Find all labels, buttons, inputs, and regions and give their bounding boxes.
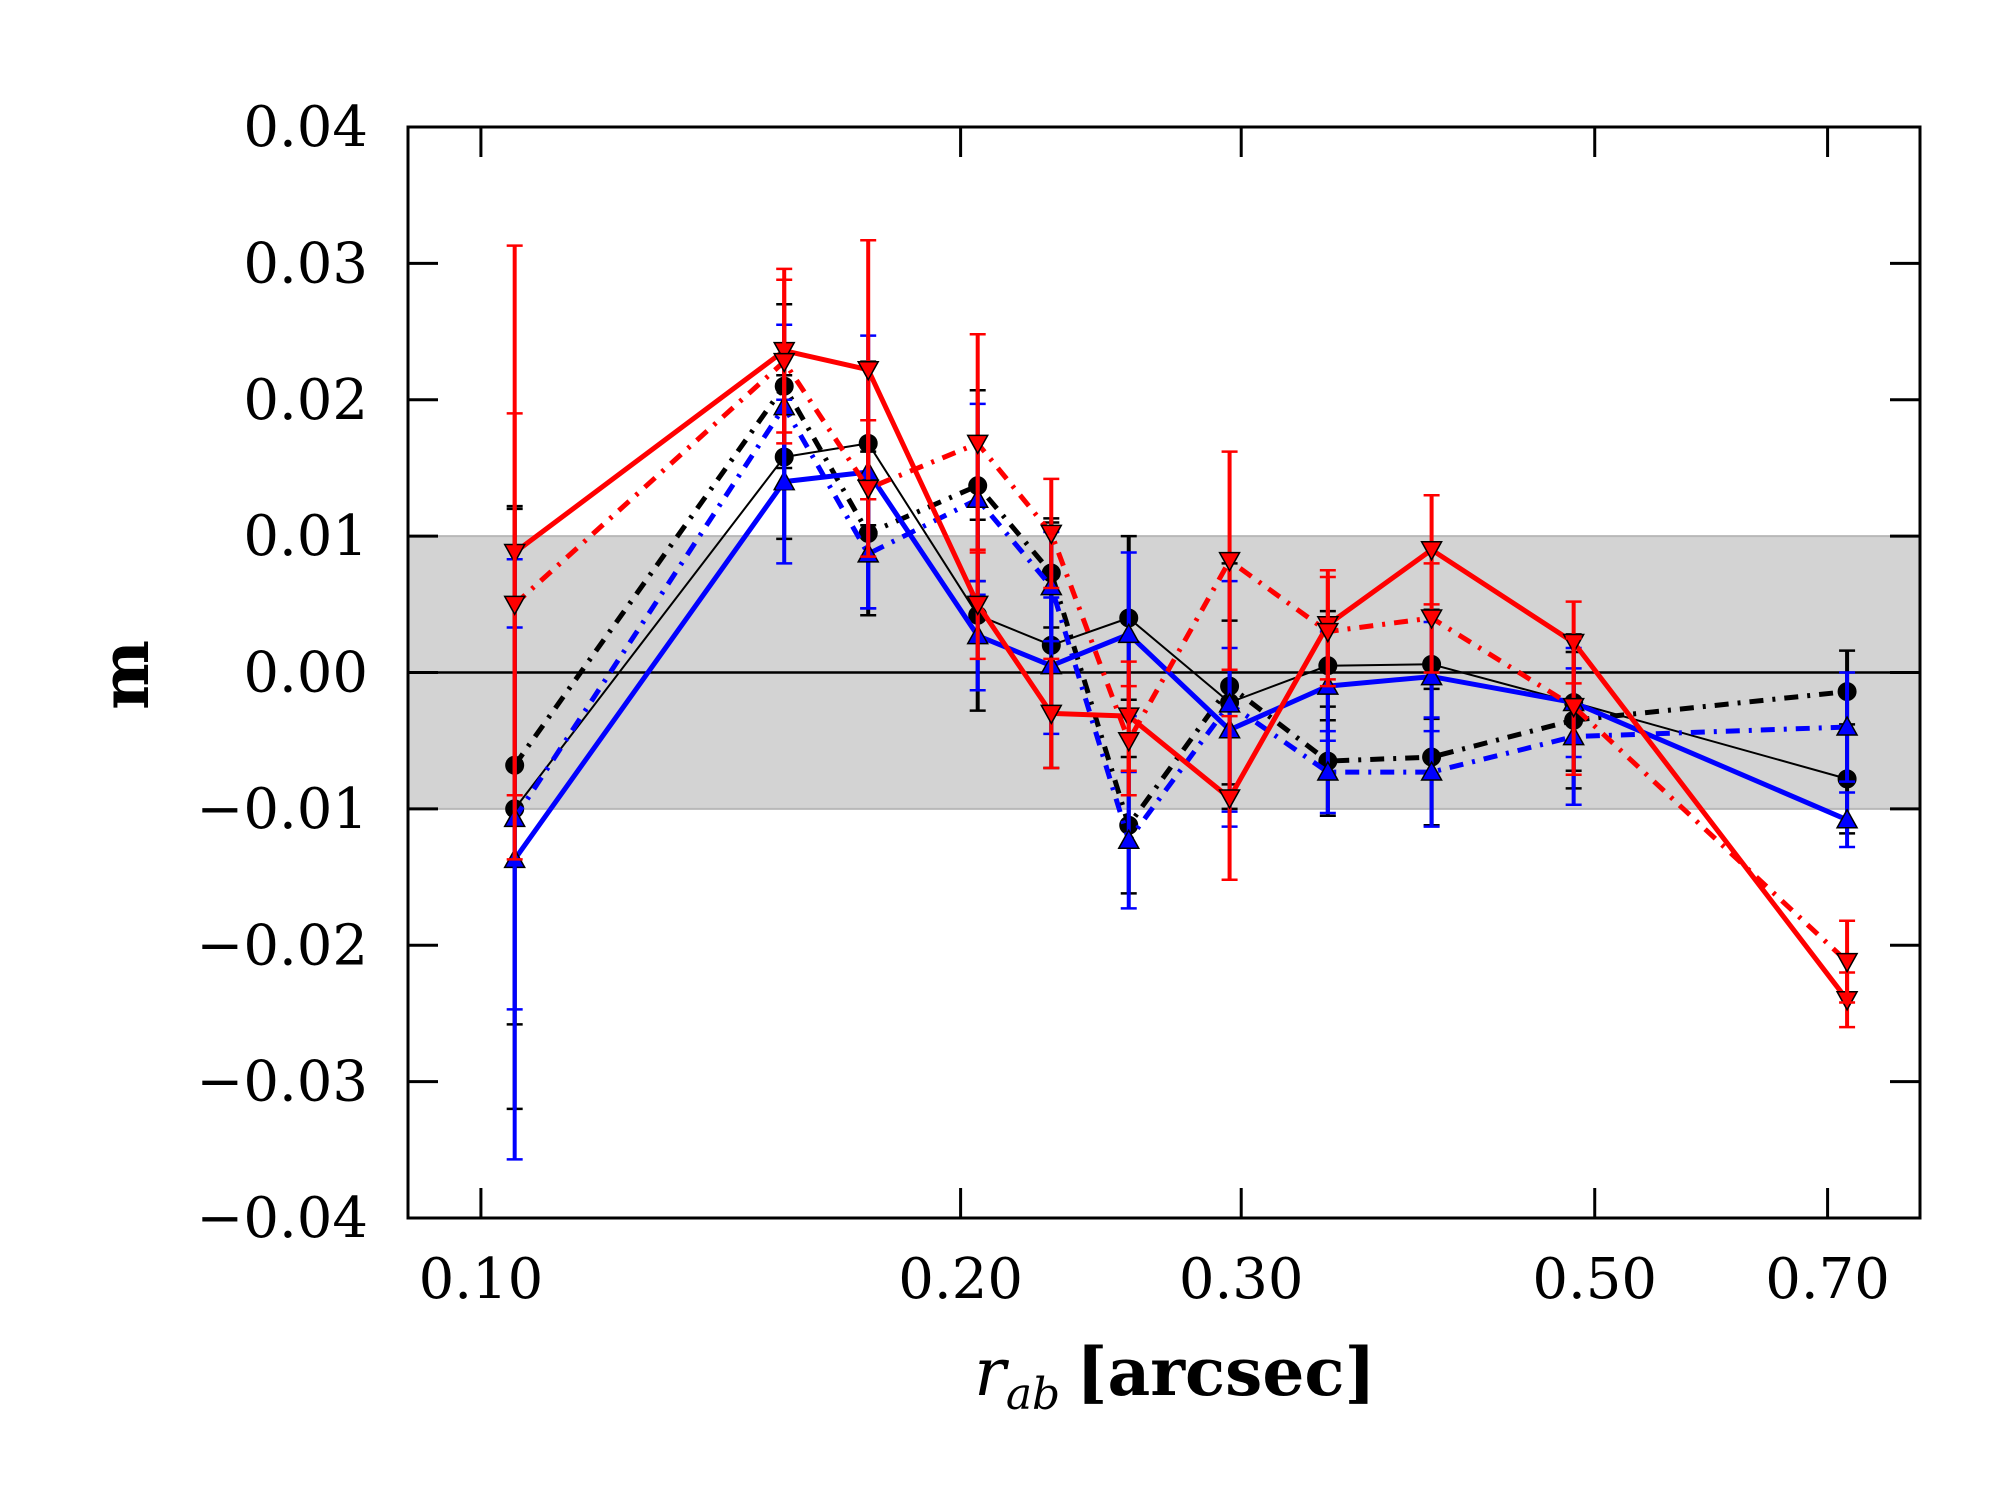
data-point [503,595,526,616]
y-tick-label: 0.00 [243,641,368,706]
y-tick-label: −0.04 [196,1186,368,1251]
data-point [1420,665,1443,686]
y-axis-label: m [86,640,164,710]
y-tick-label: 0.04 [243,95,368,160]
data-point [1316,622,1340,644]
y-tick-label: −0.02 [196,913,368,978]
x-axis-label-unit: [arcsec] [1076,1333,1376,1411]
data-point [856,360,880,382]
data-point [1040,704,1063,725]
data-point [856,479,880,500]
band-layer [407,535,1921,810]
x-tick-label: 0.30 [1179,1247,1304,1312]
y-tick-label: 0.02 [243,368,368,433]
x-tick-label: 0.10 [419,1247,544,1312]
data-point [1117,731,1141,753]
data-point [1117,622,1141,644]
data-point [1835,952,1859,974]
data-point [1420,541,1443,562]
x-axis-label: rab [arcsec] [974,1333,1375,1420]
y-tick-label: 0.03 [243,231,368,296]
data-point [1562,697,1585,719]
data-point [1040,524,1063,545]
x-axis-label-var: r [974,1334,1009,1411]
data-point [1218,692,1241,713]
x-tick-label: 0.70 [1765,1247,1890,1312]
series-layer [503,238,1859,1161]
data-point [1218,789,1241,810]
x-axis-label-sub: ab [1006,1369,1060,1420]
data-point [772,352,796,374]
data-point [966,595,989,616]
data-point [966,434,989,455]
y-tick-label: 0.01 [243,504,368,569]
data-point [1117,828,1141,849]
x-tick-label: 0.50 [1532,1247,1657,1312]
y-tick-label: −0.03 [196,1050,368,1115]
data-point [1316,760,1340,781]
axes-layer: −0.04 −0.03 −0.02 −0.01 0.00 0.01 0.02 0.03 0.04… [196,95,1922,1312]
data-point [1835,715,1859,736]
data-point [1835,808,1859,829]
data-point [1420,609,1443,630]
series-red-dashdot [503,278,1859,1004]
x-tick-label: 0.20 [898,1247,1023,1312]
y-tick-label: −0.01 [196,777,368,842]
data-point [1218,551,1241,573]
data-point [1420,760,1443,781]
